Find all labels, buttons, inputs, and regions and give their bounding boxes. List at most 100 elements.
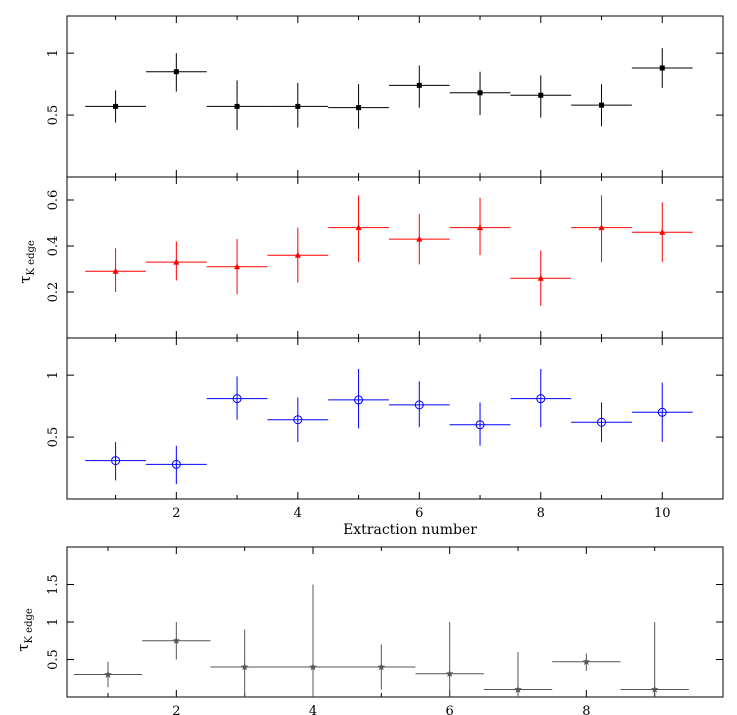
y-tick-label: 0.6 bbox=[46, 190, 61, 211]
triangle-marker bbox=[477, 224, 484, 231]
y-tick-label: 1.5 bbox=[46, 574, 61, 595]
data-point bbox=[142, 622, 211, 660]
data-point bbox=[267, 82, 329, 128]
data-point bbox=[571, 195, 632, 263]
square-marker bbox=[173, 69, 179, 75]
data-point bbox=[449, 71, 511, 116]
square-marker bbox=[659, 65, 665, 71]
triangle-marker bbox=[355, 224, 362, 231]
triangle-marker bbox=[173, 258, 180, 265]
data-point bbox=[267, 227, 329, 283]
plot-frame bbox=[66, 15, 724, 178]
star-marker bbox=[172, 636, 181, 644]
circle-marker bbox=[657, 407, 667, 417]
y-axis-label-upper: τK edge bbox=[16, 240, 37, 284]
x-tick-label: 8 bbox=[537, 506, 545, 521]
data-point bbox=[510, 75, 572, 118]
data-point bbox=[449, 402, 511, 446]
data-point bbox=[620, 622, 689, 697]
y-axis-label-lower: τK edge bbox=[14, 608, 35, 652]
circle-marker bbox=[293, 415, 303, 425]
data-point bbox=[415, 622, 484, 697]
y-tick-label: 0.2 bbox=[46, 282, 61, 303]
triangle-marker bbox=[416, 235, 423, 242]
data-point bbox=[206, 80, 268, 130]
y-tick-label: 1 bbox=[46, 371, 61, 379]
data-point bbox=[328, 368, 389, 429]
plot-frame bbox=[66, 337, 724, 500]
y-label-sub: K edge bbox=[24, 608, 35, 643]
y-tick-label: 0.5 bbox=[46, 105, 61, 126]
panel-top: 0.51 bbox=[46, 15, 724, 178]
triangle-marker bbox=[234, 263, 241, 270]
data-point bbox=[571, 402, 632, 443]
data-point bbox=[210, 629, 279, 697]
data-point bbox=[73, 661, 143, 688]
y-label-sub: K edge bbox=[26, 240, 37, 275]
data-point bbox=[388, 65, 450, 108]
y-tick-label: 1 bbox=[46, 618, 61, 626]
panel-second: 0.2 0.4 0.6 bbox=[46, 176, 724, 339]
x-tick-label: 10 bbox=[654, 506, 671, 521]
triangle-marker bbox=[294, 251, 301, 258]
star-marker bbox=[514, 685, 522, 693]
square-marker bbox=[234, 103, 240, 109]
data-point bbox=[510, 250, 572, 306]
data-point bbox=[328, 84, 389, 129]
star-marker bbox=[377, 663, 386, 671]
data-point bbox=[267, 397, 329, 443]
panel-third: 0.5 1 2 4 6 8 10 Extraction number bbox=[46, 337, 724, 538]
data-point bbox=[552, 653, 621, 671]
data-point bbox=[206, 239, 268, 295]
star-marker bbox=[240, 663, 249, 671]
panel-bottom: 0.511.52468Extraction number bbox=[46, 546, 724, 715]
x-axis-label: Extraction number bbox=[343, 522, 477, 538]
square-marker bbox=[356, 105, 362, 111]
data-point bbox=[571, 84, 632, 127]
x-tick-label: 2 bbox=[172, 506, 180, 521]
data-point bbox=[483, 652, 553, 697]
plot-frame bbox=[66, 176, 724, 339]
data-point bbox=[631, 202, 693, 263]
y-label-tau: τ bbox=[14, 643, 32, 651]
star-marker bbox=[582, 657, 591, 665]
x-tick-label: 4 bbox=[309, 704, 317, 715]
data-point bbox=[206, 376, 268, 420]
circle-marker bbox=[475, 420, 485, 430]
triangle-marker bbox=[112, 267, 119, 274]
data-point bbox=[244, 584, 382, 697]
square-marker bbox=[295, 103, 301, 109]
circle-marker bbox=[536, 394, 546, 404]
x-tick-label: 6 bbox=[415, 506, 423, 521]
x-tick-label: 4 bbox=[294, 506, 302, 521]
x-tick-label: 8 bbox=[582, 704, 590, 715]
triangle-marker bbox=[598, 224, 605, 231]
circle-marker bbox=[232, 394, 242, 404]
circle-marker bbox=[414, 400, 424, 410]
x-tick-label: 6 bbox=[446, 704, 454, 715]
square-marker bbox=[599, 102, 605, 108]
data-point bbox=[85, 248, 146, 292]
square-marker bbox=[477, 90, 483, 96]
circle-marker bbox=[111, 456, 121, 466]
data-point bbox=[388, 381, 450, 428]
data-point bbox=[510, 368, 572, 428]
data-point bbox=[347, 644, 416, 690]
y-tick-label: 0.4 bbox=[46, 236, 61, 257]
data-point bbox=[85, 442, 146, 481]
circle-marker bbox=[354, 395, 364, 405]
data-point bbox=[85, 90, 146, 123]
star-marker bbox=[309, 663, 317, 671]
data-point bbox=[328, 195, 389, 263]
svg-text:τK edge: τK edge bbox=[16, 240, 37, 284]
x-tick-label: 2 bbox=[172, 704, 180, 715]
star-marker bbox=[650, 685, 659, 693]
square-marker bbox=[416, 82, 422, 88]
data-point bbox=[388, 213, 450, 265]
star-marker bbox=[445, 669, 454, 677]
data-point bbox=[449, 197, 511, 256]
data-point bbox=[631, 382, 693, 443]
square-marker bbox=[538, 92, 544, 98]
y-tick-label: 1 bbox=[46, 49, 61, 57]
